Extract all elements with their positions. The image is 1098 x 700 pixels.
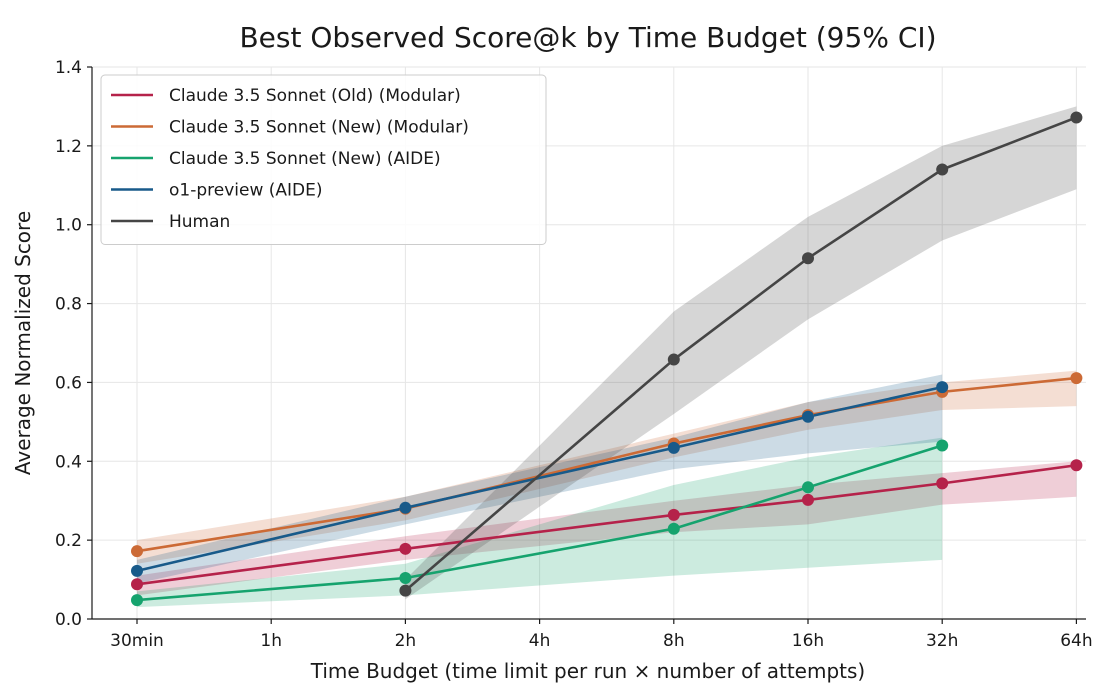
axes: [87, 66, 1086, 624]
x-tick-label: 2h: [395, 631, 417, 651]
data-point-series-0: [667, 508, 680, 521]
data-point-series-1: [1070, 372, 1083, 385]
data-point-series-0: [936, 477, 949, 490]
data-point-series-4: [1070, 111, 1083, 124]
data-point-series-4: [667, 353, 680, 366]
legend-entry-label: Claude 3.5 Sonnet (New) (Modular): [169, 118, 469, 138]
data-point-series-2: [131, 594, 143, 607]
legend-entry-label: Claude 3.5 Sonnet (New) (AIDE): [169, 149, 441, 169]
data-point-series-4: [802, 252, 814, 265]
legend-entry-label: Human: [169, 212, 230, 232]
x-tick-label: 16h: [792, 631, 824, 651]
chart-title: Best Observed Score@k by Time Budget (95…: [239, 21, 936, 54]
data-point-series-2: [399, 571, 412, 584]
data-point-series-4: [936, 163, 949, 176]
x-tick-label: 30min: [110, 631, 164, 651]
data-point-series-1: [131, 545, 143, 558]
data-point-series-3: [802, 410, 814, 423]
y-tick-label: 1.2: [55, 137, 82, 157]
data-point-series-2: [667, 522, 680, 535]
x-axis-label: Time Budget (time limit per run × number…: [310, 659, 865, 683]
data-point-series-3: [667, 441, 680, 454]
tick-labels: 0.0 0.2 0.4 0.6 0.8 1.0 1.2 1.4 30min 1h 2h 4h 8h 16h…: [55, 58, 1093, 651]
y-tick-label: 0.0: [55, 610, 82, 630]
data-point-series-3: [399, 501, 412, 514]
data-point-series-3: [131, 564, 143, 577]
data-point-series-0: [1070, 459, 1083, 472]
data-point-series-2: [936, 439, 949, 452]
series-points: [131, 111, 1083, 607]
x-tick-label: 1h: [260, 631, 282, 651]
x-tick-label: 4h: [529, 631, 551, 651]
legend-entry-label: o1-preview (AIDE): [169, 181, 323, 201]
data-point-series-0: [802, 493, 814, 506]
data-point-series-4: [399, 584, 412, 597]
data-point-series-0: [399, 542, 412, 555]
legend-entry-label: Claude 3.5 Sonnet (Old) (Modular): [169, 86, 461, 106]
y-axis-label: Average Normalized Score: [11, 211, 35, 475]
y-tick-label: 1.4: [55, 58, 82, 78]
x-tick-label: 32h: [926, 631, 958, 651]
x-tick-label: 64h: [1060, 631, 1092, 651]
legend-box: [100, 74, 547, 245]
x-tick-label: 8h: [663, 631, 685, 651]
data-point-series-3: [936, 381, 949, 394]
y-tick-label: 0.2: [55, 531, 82, 551]
data-point-series-2: [802, 481, 814, 494]
legend: Claude 3.5 Sonnet (Old) (Modular) Claude …: [100, 74, 547, 245]
y-tick-label: 0.8: [55, 295, 82, 315]
y-tick-label: 0.6: [55, 373, 82, 393]
series-line-1: [136, 376, 1077, 553]
ci-band-series-2: [137, 437, 943, 608]
ci-band-series-4: [405, 106, 1077, 600]
y-tick-label: 1.0: [55, 216, 82, 236]
data-point-series-0: [131, 578, 143, 591]
y-tick-label: 0.4: [55, 452, 82, 472]
